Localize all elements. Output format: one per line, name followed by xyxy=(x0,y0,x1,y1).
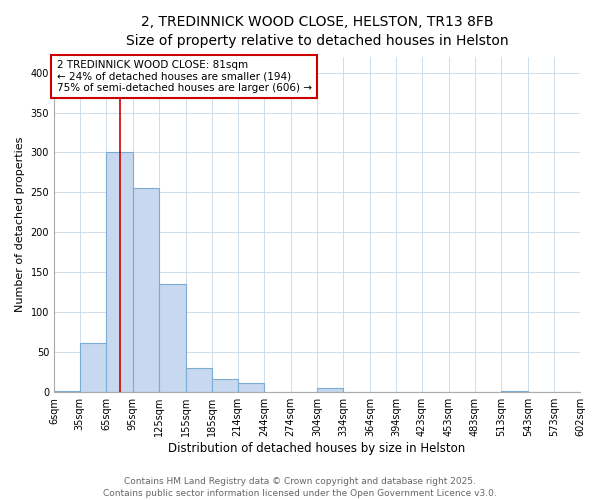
Bar xyxy=(54,390,80,392)
Text: Contains HM Land Registry data © Crown copyright and database right 2025.
Contai: Contains HM Land Registry data © Crown c… xyxy=(103,476,497,498)
Bar xyxy=(159,284,185,392)
Bar xyxy=(238,384,264,392)
Bar xyxy=(185,368,212,392)
Bar xyxy=(80,342,106,392)
Bar xyxy=(212,378,238,392)
Bar xyxy=(133,188,159,392)
Title: 2, TREDINNICK WOOD CLOSE, HELSTON, TR13 8FB
Size of property relative to detache: 2, TREDINNICK WOOD CLOSE, HELSTON, TR13 … xyxy=(126,15,508,48)
Text: 2 TREDINNICK WOOD CLOSE: 81sqm
← 24% of detached houses are smaller (194)
75% of: 2 TREDINNICK WOOD CLOSE: 81sqm ← 24% of … xyxy=(56,60,311,93)
Bar xyxy=(317,388,343,392)
Bar xyxy=(502,390,528,392)
X-axis label: Distribution of detached houses by size in Helston: Distribution of detached houses by size … xyxy=(169,442,466,455)
Y-axis label: Number of detached properties: Number of detached properties xyxy=(15,136,25,312)
Bar xyxy=(106,152,133,392)
